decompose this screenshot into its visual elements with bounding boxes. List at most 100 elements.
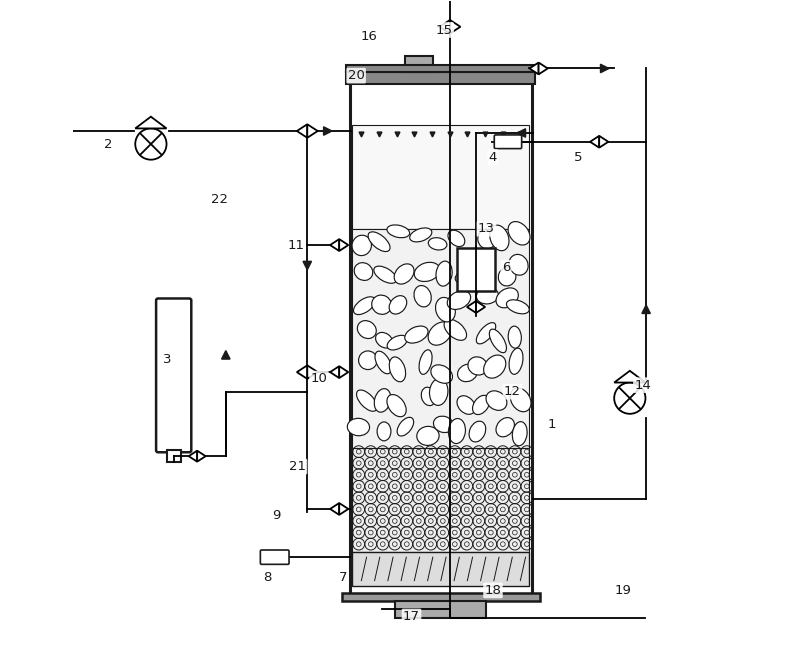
Ellipse shape: [354, 263, 373, 280]
Bar: [457, 248, 495, 291]
Text: 14: 14: [634, 379, 651, 392]
Ellipse shape: [387, 336, 407, 350]
Bar: [342, 593, 540, 601]
Polygon shape: [135, 117, 167, 129]
Ellipse shape: [489, 225, 509, 251]
Ellipse shape: [354, 297, 375, 315]
Text: 17: 17: [403, 610, 420, 623]
Polygon shape: [330, 503, 340, 515]
Polygon shape: [296, 124, 308, 138]
Text: 8: 8: [263, 571, 271, 584]
Ellipse shape: [489, 329, 506, 353]
Ellipse shape: [436, 261, 452, 286]
Ellipse shape: [389, 296, 406, 314]
Ellipse shape: [414, 285, 431, 307]
Polygon shape: [614, 371, 646, 383]
Polygon shape: [330, 366, 340, 378]
Ellipse shape: [430, 379, 448, 406]
Ellipse shape: [447, 291, 471, 310]
Text: 15: 15: [436, 24, 453, 37]
Ellipse shape: [371, 295, 391, 314]
Ellipse shape: [422, 387, 436, 406]
Text: 12: 12: [504, 385, 521, 398]
Ellipse shape: [359, 351, 377, 370]
Ellipse shape: [419, 350, 432, 374]
Ellipse shape: [498, 268, 516, 286]
Polygon shape: [642, 305, 650, 313]
Polygon shape: [599, 136, 608, 148]
Ellipse shape: [477, 323, 496, 344]
Ellipse shape: [469, 421, 485, 442]
Bar: [167, 451, 181, 462]
Ellipse shape: [448, 231, 465, 247]
Bar: [352, 552, 529, 586]
Ellipse shape: [397, 417, 414, 436]
Polygon shape: [590, 136, 599, 148]
Ellipse shape: [475, 257, 494, 282]
Polygon shape: [340, 366, 348, 378]
Ellipse shape: [484, 355, 506, 378]
Ellipse shape: [374, 266, 397, 283]
Text: 9: 9: [273, 509, 281, 522]
Ellipse shape: [486, 391, 507, 410]
Ellipse shape: [410, 228, 432, 242]
Ellipse shape: [449, 419, 465, 443]
Bar: [352, 125, 529, 229]
Text: 4: 4: [489, 151, 497, 164]
Ellipse shape: [506, 300, 529, 314]
Polygon shape: [517, 129, 525, 137]
Polygon shape: [529, 63, 539, 74]
Ellipse shape: [377, 422, 391, 441]
Ellipse shape: [468, 357, 488, 375]
Ellipse shape: [473, 395, 489, 415]
Text: 11: 11: [288, 238, 304, 251]
Ellipse shape: [395, 264, 414, 284]
Polygon shape: [450, 20, 461, 33]
Text: 10: 10: [311, 372, 328, 385]
Bar: [347, 72, 536, 84]
Ellipse shape: [512, 422, 527, 446]
Ellipse shape: [510, 388, 531, 412]
Polygon shape: [197, 451, 206, 462]
Text: 21: 21: [289, 460, 306, 473]
Ellipse shape: [508, 221, 530, 245]
Bar: [395, 601, 486, 618]
Bar: [352, 229, 529, 448]
Polygon shape: [440, 20, 450, 33]
Polygon shape: [539, 63, 548, 74]
Text: 5: 5: [574, 151, 582, 164]
Ellipse shape: [428, 238, 447, 250]
Ellipse shape: [508, 326, 521, 348]
Text: 19: 19: [614, 584, 632, 597]
Ellipse shape: [375, 332, 393, 348]
Ellipse shape: [417, 426, 439, 445]
Ellipse shape: [405, 326, 428, 343]
Ellipse shape: [356, 390, 377, 411]
Ellipse shape: [457, 364, 477, 382]
Polygon shape: [340, 239, 348, 251]
Text: 20: 20: [347, 69, 364, 82]
Ellipse shape: [387, 225, 410, 238]
Ellipse shape: [375, 389, 391, 412]
FancyBboxPatch shape: [494, 135, 522, 149]
Ellipse shape: [431, 365, 453, 383]
Polygon shape: [340, 503, 348, 515]
Ellipse shape: [496, 418, 514, 437]
Ellipse shape: [444, 319, 466, 340]
Ellipse shape: [509, 255, 528, 275]
Polygon shape: [308, 365, 318, 379]
Ellipse shape: [347, 419, 370, 436]
Ellipse shape: [478, 229, 496, 249]
Text: 13: 13: [478, 222, 495, 235]
Polygon shape: [476, 301, 485, 313]
Polygon shape: [324, 127, 332, 135]
Text: 16: 16: [361, 30, 378, 43]
Ellipse shape: [414, 263, 440, 281]
Text: 22: 22: [211, 193, 228, 206]
Ellipse shape: [389, 357, 406, 382]
Ellipse shape: [509, 348, 523, 374]
Ellipse shape: [477, 287, 498, 304]
Bar: [350, 72, 532, 594]
Polygon shape: [222, 351, 230, 359]
Polygon shape: [600, 64, 609, 72]
